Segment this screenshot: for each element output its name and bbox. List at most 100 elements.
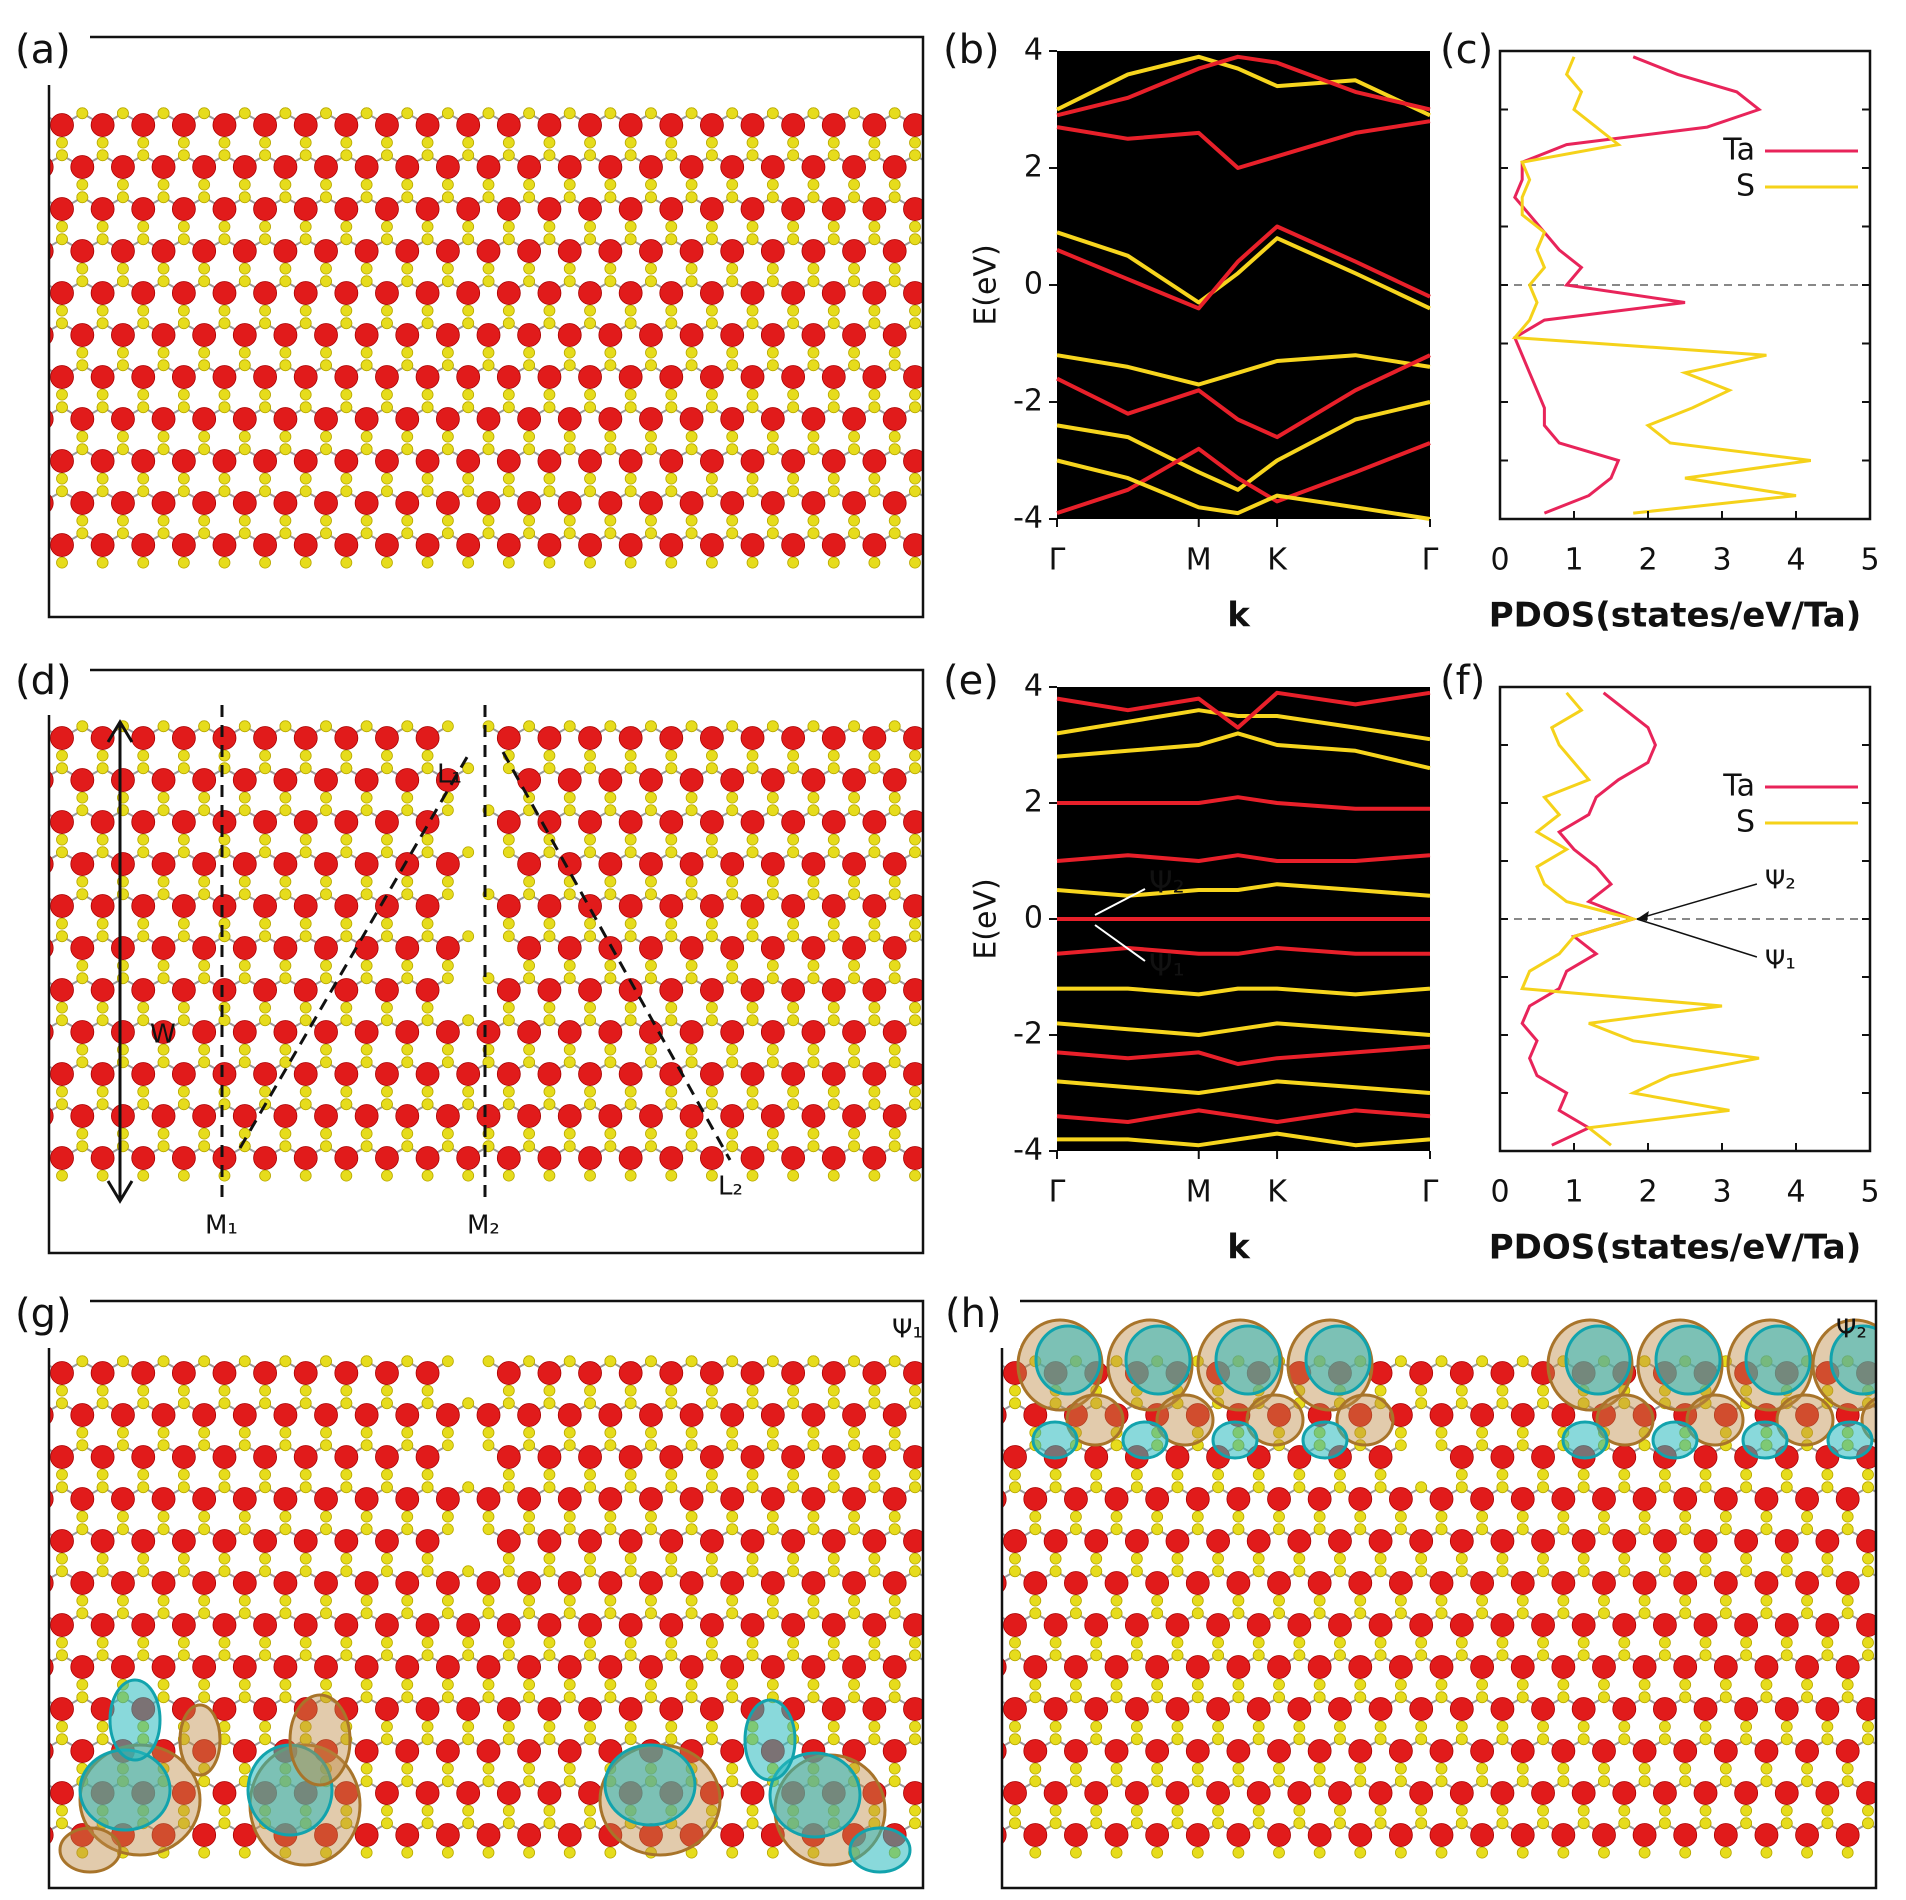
sulfur-atom <box>381 749 393 762</box>
tantalum-atom <box>131 533 156 557</box>
sulfur-atom <box>76 443 89 456</box>
sulfur-atom <box>827 233 840 246</box>
sulfur-atom <box>726 1523 739 1536</box>
bond <box>935 978 955 990</box>
sulfur-atom <box>36 192 47 203</box>
bond <box>21 1571 41 1583</box>
tantalum-atom <box>801 1487 826 1511</box>
sulfur-atom <box>137 1481 150 1494</box>
tantalum-atom <box>192 768 217 792</box>
tantalum-atom <box>903 894 923 918</box>
tantalum-atom <box>171 533 196 557</box>
sulfur-atom <box>381 220 393 233</box>
tantalum-atom <box>415 1445 440 1469</box>
sulfur-atom <box>117 262 129 275</box>
sulfur-atom <box>441 430 454 443</box>
tantalum-atom <box>90 810 115 834</box>
tantalum-atom <box>700 726 724 750</box>
sulfur-atom <box>320 1043 332 1056</box>
tantalum-atom <box>882 239 907 263</box>
sulfur-atom <box>746 846 759 859</box>
sulfur-atom <box>16 1385 27 1396</box>
sulfur-atom <box>157 443 170 456</box>
sulfur-atom <box>543 1552 556 1565</box>
tantalum-atom <box>801 239 826 263</box>
tantalum-atom <box>111 936 135 960</box>
sulfur-atom <box>238 443 251 456</box>
sulfur-atom <box>36 1057 47 1068</box>
bond <box>935 365 955 377</box>
sulfur-atom <box>137 220 150 233</box>
sulfur-atom <box>401 346 414 359</box>
sulfur-atom <box>0 444 7 455</box>
guide-line <box>501 751 732 1161</box>
tantalum-atom <box>293 365 318 389</box>
sulfur-atom <box>685 178 698 191</box>
bond <box>1 449 21 461</box>
sulfur-atom <box>381 1384 393 1397</box>
bond <box>935 768 955 780</box>
sulfur-atom <box>421 304 434 317</box>
sulfur-atom <box>726 959 739 972</box>
tantalum-atom <box>415 894 440 918</box>
sulfur-atom <box>421 136 434 149</box>
tantalum-atom <box>659 978 684 1002</box>
sulfur-atom <box>827 762 840 775</box>
sulfur-atom <box>137 149 150 162</box>
sulfur-atom <box>970 192 981 203</box>
tantalum-atom <box>496 726 521 750</box>
sulfur-atom <box>279 1056 292 1069</box>
tantalum-atom <box>598 1487 623 1511</box>
sulfur-atom <box>970 347 981 358</box>
sulfur-atom <box>706 317 718 330</box>
sulfur-atom <box>523 275 536 288</box>
sulfur-atom <box>665 136 678 149</box>
sulfur-atom <box>888 1127 901 1140</box>
sulfur-atom <box>462 233 475 246</box>
sulfur-atom <box>706 1481 718 1494</box>
tantalum-atom <box>476 323 501 347</box>
tantalum-atom <box>801 155 826 179</box>
tantalum-atom <box>862 810 887 834</box>
tantalum-atom <box>760 239 785 263</box>
sulfur-atom <box>137 1552 150 1565</box>
sulfur-atom <box>36 1524 47 1535</box>
sulfur-atom <box>930 1057 941 1068</box>
sulfur-atom <box>502 917 515 930</box>
sulfur-atom <box>462 1169 475 1182</box>
sulfur-atom <box>0 1057 7 1068</box>
tantalum-atom <box>375 1062 399 1086</box>
bond <box>1 1445 21 1457</box>
sulfur-atom <box>624 149 637 162</box>
sulfur-atom <box>198 178 211 191</box>
sulfur-atom <box>238 527 251 540</box>
sulfur-atom <box>56 556 68 569</box>
sulfur-atom <box>930 973 941 984</box>
sulfur-atom <box>462 1481 475 1494</box>
tantalum-atom <box>334 978 359 1002</box>
sulfur-atom <box>421 401 434 414</box>
sulfur-atom <box>96 472 109 485</box>
sulfur-atom <box>706 401 718 414</box>
sulfur-atom <box>930 528 941 539</box>
sulfur-atom <box>299 1001 312 1014</box>
sulfur-atom <box>0 889 7 900</box>
sulfur-atom <box>523 527 536 540</box>
tantalum-atom <box>842 323 866 347</box>
sulfur-atom <box>218 304 231 317</box>
tantalum-atom <box>293 1062 318 1086</box>
tantalum-atom <box>618 978 643 1002</box>
tantalum-atom <box>882 768 907 792</box>
sulfur-atom <box>381 762 393 775</box>
sulfur-atom <box>360 959 373 972</box>
tantalum-atom <box>659 810 684 834</box>
tantalum-atom <box>192 491 217 515</box>
tantalum-atom <box>435 407 460 431</box>
sulfur-atom <box>950 318 961 329</box>
sulfur-atom <box>502 1014 515 1027</box>
sulfur-atom <box>177 1552 190 1565</box>
tantalum-atom <box>781 810 806 834</box>
sulfur-atom <box>0 192 7 203</box>
sulfur-atom <box>238 262 251 275</box>
tantalum-atom <box>862 1361 887 1385</box>
